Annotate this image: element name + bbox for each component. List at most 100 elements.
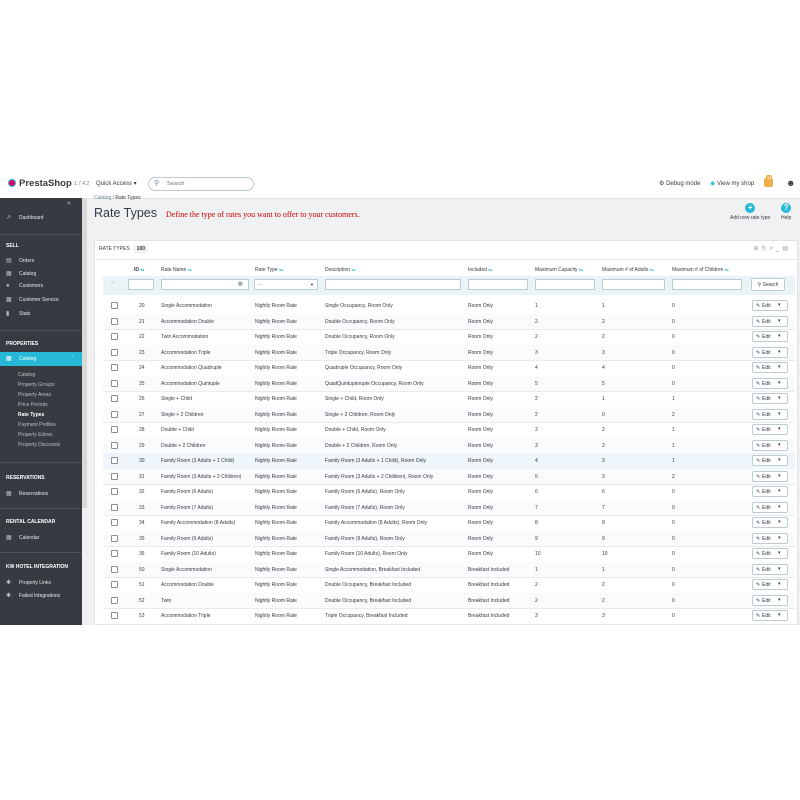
edit-button[interactable]: ✎ Edit ▾	[752, 610, 788, 621]
table-row[interactable]: 23 Accommodation Triple Nightly Room Rate T…	[103, 344, 795, 361]
table-row[interactable]: 50 Single Accommodation Nightly Room Rate S…	[103, 561, 795, 578]
column-header-rate-name[interactable]: Rate Name ▾▴	[161, 267, 192, 273]
add-rate-type-button[interactable]: + Add new rate type	[730, 203, 770, 221]
caret-down-icon[interactable]: ▾	[778, 612, 781, 618]
row-checkbox[interactable]	[111, 534, 118, 542]
header-search[interactable]: ⚲	[148, 177, 254, 191]
table-row[interactable]: 34 Family Accommodation (8 Adults) Nightly…	[103, 515, 795, 532]
caret-down-icon[interactable]: ▾	[778, 348, 781, 355]
help-button[interactable]: ? Help	[781, 203, 791, 221]
user-account-icon[interactable]: ☻	[786, 178, 796, 188]
table-row[interactable]: 32 Family Room (6 Adults) Nightly Room Rat…	[103, 484, 795, 501]
sidebar-item-customer-service[interactable]: ▩ Customer Service	[6, 296, 59, 304]
row-checkbox[interactable]	[111, 596, 118, 604]
sidebar-item-catalog[interactable]: ▦ Catalog	[6, 270, 36, 278]
table-row[interactable]: 24 Accommodation Quadruple Nightly Room Ra…	[103, 360, 795, 377]
table-row[interactable]: 29 Double + 2 Children Nightly Room Rate Do…	[103, 437, 795, 454]
caret-down-icon[interactable]: ▾	[778, 410, 781, 417]
table-row[interactable]: 30 Family Room (3 Adults + 1 Child) Nightl…	[103, 453, 795, 470]
edit-button[interactable]: ✎ Edit ▾	[752, 439, 788, 451]
row-checkbox[interactable]	[111, 488, 118, 495]
sidebar-item-catalog-properties[interactable]: ▦ Catalog ˆ	[6, 355, 74, 363]
edit-button[interactable]: ✎ Edit ▾	[752, 393, 788, 404]
row-checkbox[interactable]	[111, 441, 118, 449]
edit-button[interactable]: ✎ Edit ▾	[752, 362, 788, 373]
edit-button[interactable]: ✎ Edit ▾	[752, 455, 788, 466]
row-checkbox[interactable]	[111, 519, 118, 526]
edit-button[interactable]: ✎ Edit ▾	[752, 532, 788, 544]
add-icon[interactable]: ⊕	[753, 246, 762, 252]
column-header-included[interactable]: Included ▾▴	[468, 267, 492, 273]
sidebar-subitem-catalog[interactable]: Catalog	[18, 372, 36, 378]
sort-icon[interactable]: ▾▴	[140, 267, 145, 272]
refresh-icon[interactable]: ↻	[761, 246, 770, 252]
row-checkbox[interactable]	[111, 333, 118, 340]
row-checkbox[interactable]	[111, 364, 118, 371]
caret-down-icon[interactable]: ▾	[778, 317, 781, 324]
caret-down-icon[interactable]: ▾	[778, 395, 781, 401]
edit-button[interactable]: ✎ Edit ▾	[752, 331, 788, 342]
caret-down-icon[interactable]: ▾	[778, 364, 781, 370]
row-checkbox[interactable]	[111, 550, 118, 557]
sidebar-item-stats[interactable]: ▮ Stats	[6, 310, 30, 318]
sort-icon[interactable]: ▾▴	[649, 267, 654, 272]
edit-button[interactable]: ✎ Edit ▾	[752, 486, 788, 497]
sidebar-subitem-property-groups[interactable]: Property Groups	[18, 382, 55, 388]
table-row[interactable]: 33 Family Room (7 Adults) Nightly Room Rat…	[103, 499, 795, 516]
caret-down-icon[interactable]: ▾	[778, 596, 781, 603]
sidebar-item-dashboard[interactable]: ↗ Dashboard	[6, 214, 43, 222]
edit-button[interactable]: ✎ Edit ▾	[752, 563, 788, 575]
row-checkbox[interactable]	[111, 379, 118, 387]
edit-button[interactable]: ✎ Edit ▾	[752, 470, 788, 482]
quick-access-menu[interactable]: Quick Access ▾	[96, 181, 137, 187]
row-checkbox[interactable]	[111, 565, 118, 573]
sidebar-subitem-property-discounts[interactable]: Property Discounts	[18, 442, 61, 448]
sidebar-item-calendar[interactable]: ▦ Calendar	[6, 534, 39, 542]
row-checkbox[interactable]	[111, 612, 118, 619]
edit-button[interactable]: ✎ Edit ▾	[752, 501, 788, 513]
caret-down-icon[interactable]: ▾	[778, 457, 781, 463]
row-checkbox[interactable]	[111, 317, 118, 325]
sidebar-item-failed-integrations[interactable]: ✱ Failed Integrations	[6, 592, 60, 600]
filter-id-input[interactable]	[128, 279, 154, 290]
search-filter-button[interactable]: ⚲ Search	[751, 278, 785, 291]
column-header-maximum-children[interactable]: Maximum # of Children ▾▴	[672, 267, 729, 273]
database-icon[interactable]: ▤	[782, 246, 791, 252]
caret-down-icon[interactable]: ▾	[778, 534, 781, 541]
caret-down-icon[interactable]: ▾	[778, 302, 781, 308]
row-checkbox[interactable]	[111, 302, 118, 309]
sidebar-item-customers[interactable]: ● Customers	[6, 283, 43, 289]
edit-button[interactable]: ✎ Edit ▾	[752, 594, 788, 606]
edit-button[interactable]: ✎ Edit ▾	[752, 408, 788, 420]
row-checkbox[interactable]	[111, 395, 118, 402]
filter-adults-input[interactable]	[602, 279, 665, 290]
table-row[interactable]: 51 Accommodation Double Nightly Room Rate D…	[103, 577, 795, 594]
collapse-sidebar-icon[interactable]: «	[67, 200, 71, 207]
table-row[interactable]: 53 Accommodation Triple Nightly Room Rate T…	[103, 608, 795, 625]
caret-down-icon[interactable]: ▾	[778, 441, 781, 448]
filter-capacity-input[interactable]	[535, 279, 595, 290]
view-shop-link[interactable]: ◉ View my shop	[710, 180, 754, 187]
caret-down-icon[interactable]: ▾	[778, 426, 781, 432]
table-row[interactable]: 27 Single + 2 Children Nightly Room Rate Si…	[103, 406, 795, 423]
breadcrumb-catalog[interactable]: Catalog	[94, 195, 112, 201]
table-row[interactable]: 52 Twin Nightly Room Rate Double Occupancy,…	[103, 592, 795, 609]
sidebar-item-reservations[interactable]: ▦ Reservations	[6, 490, 48, 498]
filter-description-input[interactable]	[325, 279, 461, 290]
edit-button[interactable]: ✎ Edit ▾	[752, 579, 788, 590]
sort-icon[interactable]: ▾▴	[279, 267, 284, 272]
sort-icon[interactable]: ▾▴	[351, 267, 356, 272]
row-checkbox[interactable]	[111, 348, 118, 356]
row-checkbox[interactable]	[111, 457, 118, 464]
edit-button[interactable]: ✎ Edit ▾	[752, 315, 788, 327]
column-header-description[interactable]: Description ▾▴	[325, 267, 355, 273]
column-header-rate-type[interactable]: Rate Type ▾▴	[255, 267, 283, 273]
sidebar-subitem-rate-types[interactable]: Rate Types	[18, 412, 45, 418]
sort-icon[interactable]: ▾▴	[488, 267, 493, 272]
sidebar-item-orders[interactable]: ▤ Orders	[6, 257, 34, 265]
caret-down-icon[interactable]: ▾	[778, 503, 781, 510]
sidebar-subitem-payment-profiles[interactable]: Payment Profiles	[18, 422, 56, 428]
caret-down-icon[interactable]: ▾	[778, 550, 781, 556]
filter-rate-name-input[interactable]	[161, 279, 249, 290]
edit-button[interactable]: ✎ Edit ▾	[752, 517, 788, 528]
